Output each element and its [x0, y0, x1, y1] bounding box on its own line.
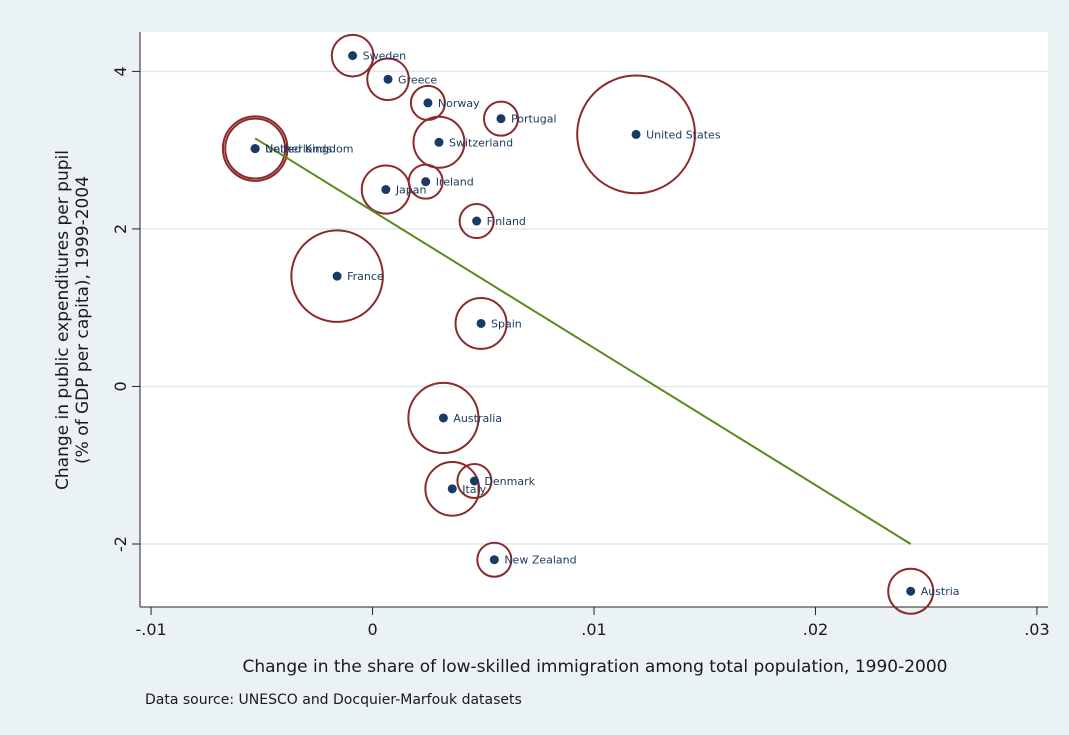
data-point [421, 177, 431, 187]
y-tick-label: 4 [111, 66, 130, 76]
data-point-label: Portugal [511, 113, 557, 126]
bubble [366, 57, 410, 102]
data-point-label: Greece [398, 73, 437, 86]
data-point-label: Sweden [363, 50, 406, 63]
y-tick-label: -2 [111, 536, 130, 552]
data-point [423, 98, 433, 108]
axes: -2 0 2 4 -.01 0 .01 .02 .03 [111, 32, 1050, 639]
bubble [482, 100, 519, 137]
y-tick-label: 0 [111, 381, 130, 391]
bubble [221, 115, 289, 182]
x-tick-label: .01 [581, 620, 606, 639]
data-point-label: Norway [438, 97, 480, 110]
fit-line-layer [254, 137, 912, 545]
data-point-label: France [347, 270, 384, 283]
bubble [424, 460, 481, 517]
data-source-note: Data source: UNESCO and Docquier-Marfouk… [145, 692, 522, 708]
data-point [472, 216, 482, 226]
data-point-label: Finland [487, 215, 526, 228]
bubble [476, 541, 513, 578]
grid-lines [140, 70, 1048, 545]
data-point-label: Spain [491, 317, 522, 330]
bubble [290, 229, 384, 323]
data-point-label: Switzerland [449, 136, 513, 149]
data-point [447, 484, 457, 494]
data-point-label: United States [646, 128, 721, 141]
bubble [360, 164, 411, 215]
y-axis-title-line1: Change in public expenditures per pupil [53, 150, 73, 490]
data-point [250, 144, 260, 154]
bubble [576, 74, 696, 195]
data-point-label: Australia [453, 412, 502, 425]
bubble [887, 567, 935, 615]
data-point-label: United Kingdom [265, 143, 353, 156]
data-point [631, 129, 641, 139]
plot-area [140, 32, 1048, 607]
bubble [224, 117, 287, 180]
data-point [469, 476, 479, 486]
y-axis-title-line2: (% of GDP per capita), 1999-2004 [73, 176, 93, 464]
bubble-layer [221, 33, 935, 615]
bubble [330, 33, 375, 78]
data-point-label: New Zealand [504, 554, 576, 567]
data-point-label: Austria [921, 585, 960, 598]
data-point-label: Japan [395, 184, 427, 197]
fit-line [254, 137, 912, 545]
bubble [412, 115, 466, 169]
data-point-label: Ireland [436, 176, 474, 189]
data-point [906, 586, 916, 596]
x-tick-label: 0 [367, 620, 377, 639]
x-axis-title: Change in the share of low-skilled immig… [243, 657, 948, 677]
x-tick-label: .02 [803, 620, 828, 639]
data-point [489, 555, 499, 565]
bubble [454, 296, 508, 350]
x-tick-label: .03 [1024, 620, 1049, 639]
y-tick-label: 2 [111, 224, 130, 234]
data-point [496, 114, 506, 124]
data-point [332, 271, 342, 281]
data-point-label: Italy [462, 483, 486, 496]
x-tick-label: -.01 [135, 620, 166, 639]
data-point [348, 51, 358, 61]
data-point-label: Netherlands [265, 143, 332, 156]
data-point [383, 74, 393, 84]
marker-layer [250, 51, 916, 596]
data-point [438, 413, 448, 423]
data-point [434, 137, 444, 147]
data-point [381, 185, 391, 195]
data-point-label: Denmark [484, 475, 535, 488]
bubble [407, 381, 480, 454]
data-point [476, 318, 486, 328]
bubble [458, 203, 495, 240]
bubble [456, 462, 493, 499]
